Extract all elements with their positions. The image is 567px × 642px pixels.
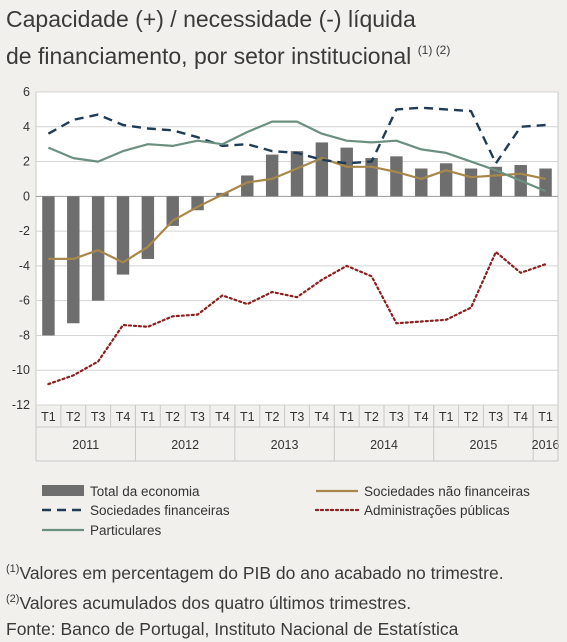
title-line-2: de financiamento, por setor instituciona… [6, 43, 412, 69]
year-label: 2014 [370, 438, 398, 452]
y-tick-label: -12 [12, 398, 30, 412]
chart-title: Capacidade (+) / necessidade (-) líquida… [6, 4, 450, 72]
year-label: 2013 [271, 438, 299, 452]
y-tick-label: -10 [12, 363, 30, 377]
legend: Total da economia Sociedades não financei… [42, 484, 530, 538]
plot-area [35, 91, 559, 406]
x-tick-label: T1 [339, 410, 354, 424]
grid-lines [35, 91, 559, 406]
source-note: Fonte: Banco de Portugal, Instituto Naci… [6, 619, 459, 639]
legend-label: Sociedades financeiras [90, 503, 230, 518]
x-tick-label: T2 [464, 410, 479, 424]
y-tick-label: 0 [23, 189, 30, 203]
y-tick-label: 6 [23, 85, 30, 99]
title-footnote-marks: (1) (2) [417, 43, 451, 57]
x-tick-label: T1 [538, 410, 553, 424]
x-tick-label: T1 [240, 410, 255, 424]
x-tick-label: T1 [141, 410, 156, 424]
bar-series [42, 142, 552, 336]
x-tick-label: T2 [66, 410, 81, 424]
legend-swatch [42, 485, 84, 496]
x-tick-label: T2 [265, 410, 280, 424]
line-particulares [47, 120, 547, 193]
legend-label: Particulares [90, 523, 162, 538]
x-tick-label: T4 [513, 410, 528, 424]
x-tick-label: T3 [389, 410, 404, 424]
legend-label: Total da economia [90, 484, 200, 499]
bar [464, 168, 478, 197]
note-2-text: Valores acumulados dos quatro últimos tr… [19, 593, 412, 613]
year-label: 2015 [470, 438, 498, 452]
x-tick-label: T4 [414, 410, 429, 424]
x-tick-label: T4 [215, 410, 230, 424]
x-tick-label: T1 [439, 410, 454, 424]
x-tick-label: T3 [489, 410, 504, 424]
x-tick-label: T3 [290, 410, 305, 424]
bar [42, 196, 55, 336]
y-tick-label: -4 [19, 259, 30, 273]
legend-label: Administrações públicas [364, 503, 510, 518]
note-2-mark: (2) [6, 593, 20, 605]
y-tick-label: 2 [23, 155, 30, 169]
bar [265, 154, 279, 197]
bar [91, 196, 105, 301]
year-label: 2011 [72, 438, 99, 452]
year-label: 2012 [171, 438, 199, 452]
bar [191, 196, 204, 211]
y-tick-label: 4 [23, 120, 30, 134]
bar [315, 142, 329, 197]
bar [439, 163, 453, 197]
bar [241, 175, 254, 197]
note-1-text: Valores em percentagem do PIB do ano aca… [19, 563, 504, 583]
x-tick-label: T4 [315, 410, 330, 424]
bar [365, 158, 378, 197]
line-administra-es-p-blicas [47, 250, 547, 386]
x-axis: T1 T2 T3 T4 T1 T2 T3 T4 T1 T2 T3 T4 T1 T2 T3 T4 T1 T2 T3 T4… [35, 405, 560, 462]
bar [116, 196, 130, 275]
note-2: (2)Valores acumulados dos quatro últimos… [6, 586, 504, 616]
bar [340, 147, 353, 197]
x-tick-label: T2 [165, 410, 180, 424]
bar [390, 156, 403, 197]
y-tick-label: -2 [19, 224, 30, 238]
x-tick-label: T1 [41, 410, 56, 424]
y-tick-label: -6 [19, 294, 30, 308]
bar [489, 166, 503, 197]
note-1: (1)Valores em percentagem do PIB do ano … [6, 556, 504, 586]
bar [290, 151, 304, 197]
x-tick-label: T2 [364, 410, 379, 424]
line-series [47, 106, 547, 386]
x-tick-label: T3 [91, 410, 106, 424]
legend-label: Sociedades não financeiras [364, 484, 530, 499]
bar [415, 168, 428, 197]
line-sociedades-financeiras [47, 106, 546, 165]
year-label: 2016 [532, 438, 560, 452]
y-tick-label: -8 [19, 328, 30, 342]
notes: (1)Valores em percentagem do PIB do ano … [6, 556, 504, 642]
note-1-mark: (1) [6, 563, 20, 575]
line-sociedades-n-o-financeiras [48, 157, 546, 264]
x-tick-label: T3 [190, 410, 205, 424]
bar [539, 168, 552, 197]
y-axis: 6 4 2 0 -2 -4 -6 -8 -10 -12 [12, 85, 30, 412]
x-tick-label: T4 [116, 410, 131, 424]
title-line-1: Capacidade (+) / necessidade (-) líquida [6, 6, 416, 32]
